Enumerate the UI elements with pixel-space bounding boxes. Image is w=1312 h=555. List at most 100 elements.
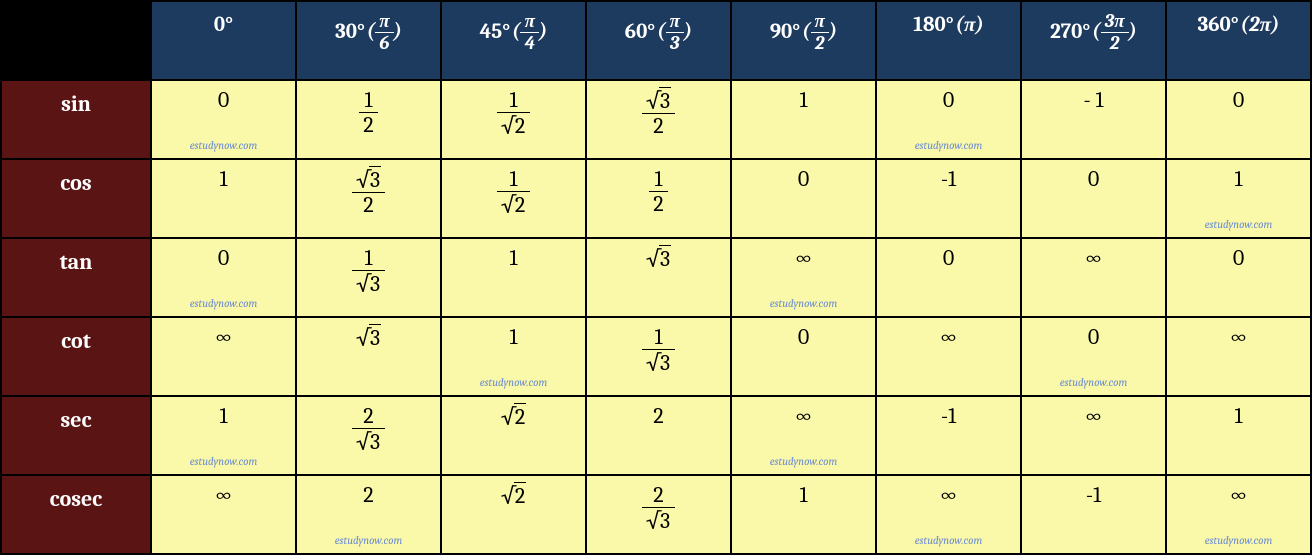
cell-value: 0 [218, 245, 229, 270]
value-cell: √32 [586, 80, 731, 159]
watermark-text: estudynow.com [877, 139, 1020, 152]
angle-degrees: 180° [913, 13, 953, 37]
angle-radians: (π2) [802, 12, 837, 53]
column-header: 0° [151, 1, 296, 80]
value-cell: 2 estudynow.com [296, 475, 441, 554]
row-header: sin [1, 80, 151, 159]
angle-degrees: 270° [1050, 20, 1090, 44]
angle-degrees: 0° [214, 13, 233, 37]
row-header: cot [1, 317, 151, 396]
row-header: tan [1, 238, 151, 317]
value-cell: 1 [731, 80, 876, 159]
row-header: cosec [1, 475, 151, 554]
cell-value: 0 [798, 324, 809, 349]
cell-value: 1 [1235, 403, 1243, 428]
column-header: 45° (π4) [441, 1, 586, 80]
value-cell: 1√2 [441, 80, 586, 159]
value-cell: 0 [1166, 238, 1311, 317]
value-cell: √2 [441, 396, 586, 475]
value-cell: √3 [296, 317, 441, 396]
value-cell: 1 [1166, 396, 1311, 475]
value-cell: ∞ estudynow.com [731, 238, 876, 317]
value-cell: 0 [731, 317, 876, 396]
cell-value: 1 [800, 482, 808, 507]
watermark-text: estudynow.com [152, 455, 295, 468]
cell-value: 2 [653, 403, 663, 428]
cell-value: √32 [642, 87, 675, 137]
cell-value: ∞ [1084, 403, 1103, 428]
column-header: 90° (π2) [731, 1, 876, 80]
column-header: 180° (π) [876, 1, 1021, 80]
column-header: 30° (π6) [296, 1, 441, 80]
value-cell: 2√3 [296, 396, 441, 475]
cell-value: √32 [352, 166, 385, 216]
cell-value: 1√3 [642, 324, 675, 374]
cell-value: √2 [501, 482, 527, 508]
trig-values-table: 0°30° (π6)45° (π4)60° (π3)90° (π2)180° (… [0, 0, 1312, 555]
cell-value: 12 [359, 87, 377, 136]
cell-value: 0 [1088, 166, 1099, 191]
angle-degrees: 360° [1198, 13, 1239, 37]
cell-value: -1 [941, 166, 956, 191]
watermark-text: estudynow.com [732, 455, 875, 468]
value-cell: 2√3 [586, 475, 731, 554]
cell-value: 2√3 [352, 403, 385, 453]
value-cell: ∞ [1021, 238, 1166, 317]
cell-value: 2 [363, 482, 373, 507]
value-cell: 0 [876, 238, 1021, 317]
cell-value: ∞ [794, 403, 813, 428]
value-cell: ∞ [1021, 396, 1166, 475]
value-cell: 0 estudynow.com [151, 238, 296, 317]
cell-value: 0 [943, 245, 954, 270]
cell-value: 0 [1088, 324, 1099, 349]
value-cell: 1√2 [441, 159, 586, 238]
cell-value: 1 [220, 166, 228, 191]
cell-value: -1 [941, 403, 956, 428]
trig-table-container: 0°30° (π6)45° (π4)60° (π3)90° (π2)180° (… [0, 0, 1312, 555]
value-cell: 1 [151, 159, 296, 238]
cell-value: ∞ [794, 245, 813, 270]
cell-value: 0 [1233, 87, 1244, 112]
value-cell: - 1 [1021, 80, 1166, 159]
angle-degrees: 30° [335, 20, 365, 44]
cell-value: 0 [218, 87, 229, 112]
cell-value: 0 [943, 87, 954, 112]
value-cell: 0 estudynow.com [876, 80, 1021, 159]
angle-radians: (2π) [1241, 12, 1280, 37]
cell-value: ∞ [1229, 482, 1248, 507]
table-row: cosec ∞ 2 estudynow.com √2 2√3 1 ∞estudynow.com… [1, 475, 1311, 554]
watermark-text: estudynow.com [732, 297, 875, 310]
watermark-text: estudynow.com [152, 297, 295, 310]
value-cell: √2 [441, 475, 586, 554]
value-cell: 0 [1021, 159, 1166, 238]
cell-value: 2√3 [642, 482, 675, 532]
cell-value: -1 [1086, 482, 1101, 507]
value-cell: 1√3 [296, 238, 441, 317]
cell-value: √3 [356, 324, 381, 350]
angle-degrees: 90° [770, 20, 800, 44]
value-cell: 1 [731, 475, 876, 554]
value-cell: √32 [296, 159, 441, 238]
corner-cell [1, 1, 151, 80]
cell-value: 1 [1235, 166, 1243, 191]
cell-value: √2 [501, 403, 527, 429]
cell-value: 1√2 [497, 166, 531, 216]
angle-radians: (π6) [367, 12, 402, 53]
table-row: cot∞√31estudynow.com1√30∞0estudynow.com∞ [1, 317, 1311, 396]
value-cell: 1√3 [586, 317, 731, 396]
cell-value: 1 [220, 403, 228, 428]
cell-value: 1 [510, 245, 518, 270]
value-cell: ∞estudynow.com [1166, 475, 1311, 554]
angle-degrees: 60° [625, 20, 655, 44]
angle-radians: (π4) [512, 12, 547, 53]
watermark-text: estudynow.com [297, 534, 440, 547]
row-header: sec [1, 396, 151, 475]
cell-value: ∞ [939, 324, 958, 349]
value-cell: 1estudynow.com [1166, 159, 1311, 238]
column-header: 270° (3π2) [1021, 1, 1166, 80]
cell-value: 0 [798, 166, 809, 191]
value-cell: 12 [586, 159, 731, 238]
table-row: tan0estudynow.com1√31√3∞estudynow.com0∞0 [1, 238, 1311, 317]
value-cell: ∞ [1166, 317, 1311, 396]
value-cell: 2 [586, 396, 731, 475]
